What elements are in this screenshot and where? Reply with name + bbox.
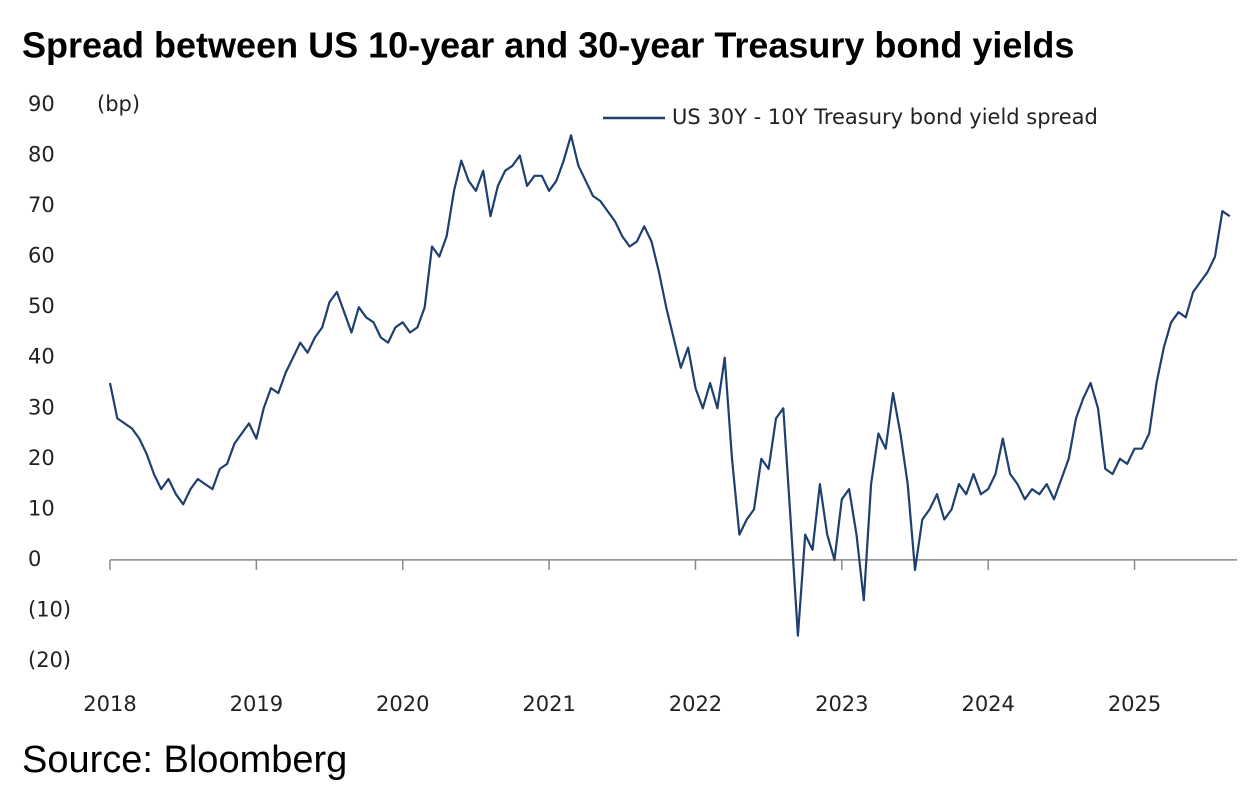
y-tick-label: (20) xyxy=(28,648,71,672)
y-axis-unit: (bp) xyxy=(97,92,140,116)
x-tick-label: 2024 xyxy=(961,692,1014,716)
y-tick-label: 80 xyxy=(28,143,55,167)
x-tick-label: 2022 xyxy=(669,692,722,716)
y-tick-label: 10 xyxy=(28,496,55,520)
y-tick-label: 30 xyxy=(28,395,55,419)
x-tick-label: 2025 xyxy=(1108,692,1161,716)
x-tick-label: 2023 xyxy=(815,692,868,716)
y-tick-label: 50 xyxy=(28,294,55,318)
legend-label: US 30Y - 10Y Treasury bond yield spread xyxy=(672,105,1098,129)
x-tick-label: 2021 xyxy=(522,692,575,716)
x-tick-label: 2018 xyxy=(83,692,136,716)
y-tick-label: 0 xyxy=(28,547,41,571)
data-line xyxy=(108,134,1231,637)
y-tick-label: 90 xyxy=(28,92,55,116)
y-tick-label: 40 xyxy=(28,345,55,369)
y-tick-label: 20 xyxy=(28,446,55,470)
x-tick-label: 2020 xyxy=(376,692,429,716)
y-tick-label: 60 xyxy=(28,244,55,268)
chart-title: Spread between US 10-year and 30-year Tr… xyxy=(22,25,1074,66)
y-tick-label: (10) xyxy=(28,597,71,621)
y-tick-label: 70 xyxy=(28,193,55,217)
x-tick-label: 2019 xyxy=(230,692,283,716)
source-note: Source: Bloomberg xyxy=(22,739,347,781)
